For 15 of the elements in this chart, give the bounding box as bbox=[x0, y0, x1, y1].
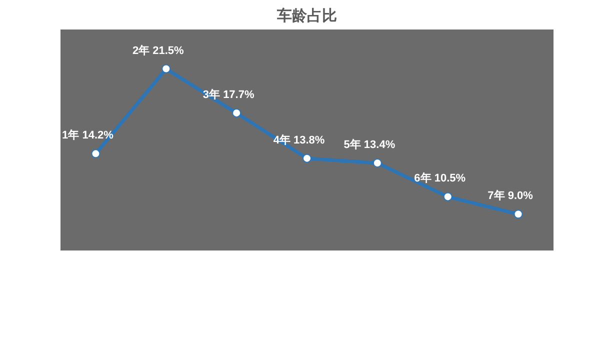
point bbox=[514, 210, 523, 219]
data-label: 2年 21.5% bbox=[132, 44, 184, 57]
data-label: 3年 17.7% bbox=[202, 88, 254, 101]
data-label: 5年 13.4% bbox=[344, 138, 396, 151]
point bbox=[372, 158, 382, 168]
data-label: 1年 14.2% bbox=[62, 128, 114, 142]
point bbox=[443, 192, 452, 202]
point bbox=[232, 108, 242, 118]
data-label: 7年 9.0% bbox=[488, 189, 534, 202]
point bbox=[302, 154, 312, 163]
point bbox=[91, 149, 100, 158]
point bbox=[162, 64, 171, 74]
chart-title: 车龄占比 bbox=[276, 6, 337, 24]
data-label: 4年 13.8% bbox=[273, 133, 325, 146]
data-label: 6年 10.5% bbox=[414, 172, 466, 185]
